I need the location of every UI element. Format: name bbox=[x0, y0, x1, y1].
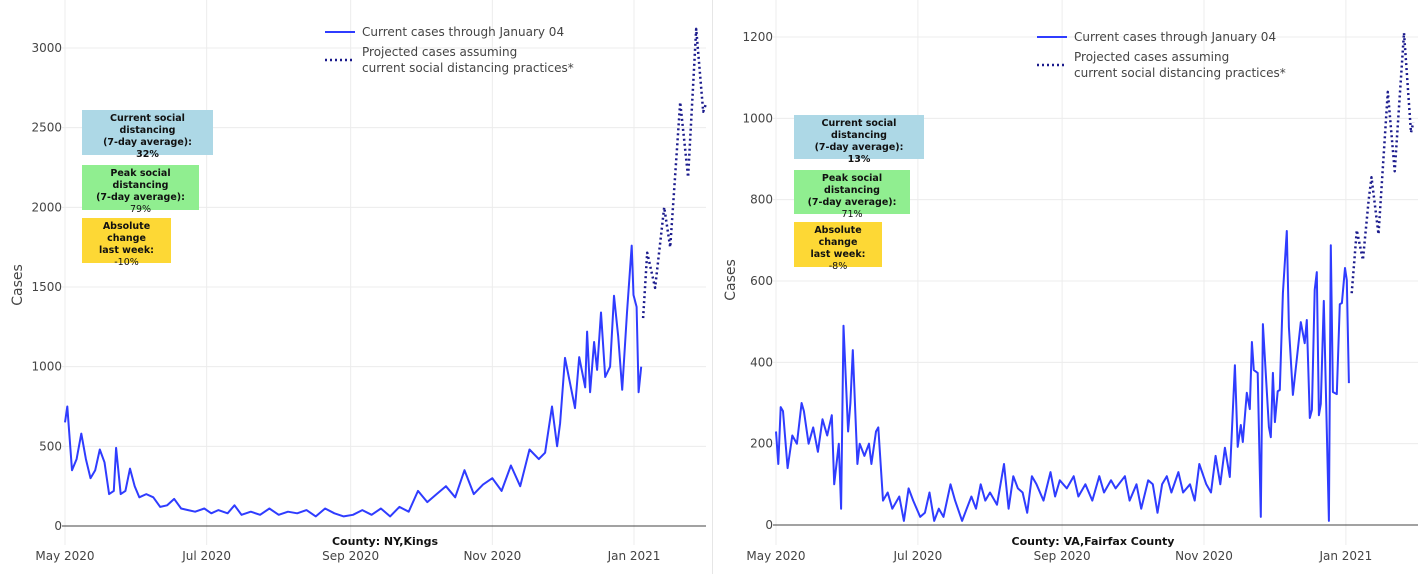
current-social-distancing-box: Current social distancing (7-day average… bbox=[794, 115, 924, 165]
box-title: Current social distancing bbox=[821, 118, 897, 141]
legend-projected-label-line2: current social distancing practices* bbox=[362, 61, 574, 75]
box-value: -8% bbox=[828, 261, 848, 272]
y-tick-label: 600 bbox=[750, 274, 773, 288]
projected-cases-line bbox=[1350, 31, 1415, 294]
box-subtitle: last week: bbox=[99, 245, 154, 256]
x-tick-label: May 2020 bbox=[35, 549, 94, 563]
y-tick-label: 0 bbox=[54, 519, 62, 533]
y-tick-label: 0 bbox=[765, 518, 773, 532]
x-tick-label: Sep 2020 bbox=[1034, 549, 1091, 563]
y-tick-label: 400 bbox=[750, 355, 773, 369]
x-tick-label: Jul 2020 bbox=[892, 549, 942, 563]
box-value: 32% bbox=[136, 149, 159, 160]
current-social-distancing-box: Current social distancing (7-day average… bbox=[82, 110, 213, 160]
box-value: 13% bbox=[847, 154, 871, 165]
county-label: County: VA,Fairfax County bbox=[1012, 535, 1175, 548]
legend-projected-label-line1: Projected cases assuming bbox=[362, 45, 517, 59]
county-label: County: NY,Kings bbox=[332, 535, 438, 548]
y-tick-label: 200 bbox=[750, 437, 773, 451]
box-value: 71% bbox=[841, 209, 863, 220]
y-tick-label: 1500 bbox=[31, 280, 62, 294]
x-tick-label: May 2020 bbox=[746, 549, 805, 563]
panel-divider bbox=[712, 0, 713, 574]
current-cases-line bbox=[775, 230, 1350, 522]
box-title: Peak social distancing bbox=[821, 173, 883, 196]
y-axis-label: Cases bbox=[723, 259, 739, 301]
legend-current-label: Current cases through January 04 bbox=[1074, 30, 1276, 44]
box-title: Peak social distancing bbox=[110, 168, 171, 191]
box-title: Current social distancing bbox=[110, 113, 185, 136]
legend-projected-label-line1: Projected cases assuming bbox=[1074, 50, 1229, 64]
y-tick-label: 1200 bbox=[742, 30, 773, 44]
box-subtitle: (7-day average): bbox=[103, 137, 192, 148]
x-tick-label: Nov 2020 bbox=[1175, 549, 1233, 563]
y-tick-label: 1000 bbox=[742, 111, 773, 125]
box-subtitle: (7-day average): bbox=[96, 192, 185, 203]
box-title: Absolute change bbox=[814, 225, 862, 248]
x-tick-label: Jul 2020 bbox=[181, 549, 231, 563]
legend-projected-label-line2: current social distancing practices* bbox=[1074, 66, 1286, 80]
box-subtitle: last week: bbox=[810, 249, 866, 260]
y-tick-label: 3000 bbox=[31, 41, 62, 55]
y-tick-label: 2000 bbox=[31, 200, 62, 214]
legend-current-label: Current cases through January 04 bbox=[362, 25, 564, 39]
x-tick-label: Sep 2020 bbox=[322, 549, 379, 563]
peak-social-distancing-box: Peak social distancing (7-day average): … bbox=[794, 170, 910, 220]
box-subtitle: (7-day average): bbox=[814, 142, 904, 153]
y-tick-label: 800 bbox=[750, 193, 773, 207]
y-axis-label: Cases bbox=[10, 264, 26, 306]
absolute-change-box: Absolute change last week: -10% bbox=[82, 218, 171, 268]
x-tick-label: Nov 2020 bbox=[463, 549, 521, 563]
peak-social-distancing-box: Peak social distancing (7-day average): … bbox=[82, 165, 199, 215]
x-tick-label: Jan 2021 bbox=[1318, 549, 1372, 563]
y-tick-label: 500 bbox=[39, 439, 62, 453]
y-tick-label: 1000 bbox=[31, 360, 62, 374]
current-cases-line bbox=[64, 244, 643, 518]
x-tick-label: Jan 2021 bbox=[607, 549, 661, 563]
absolute-change-box: Absolute change last week: -8% bbox=[794, 222, 882, 272]
box-value: 79% bbox=[129, 204, 152, 215]
projected-cases-line bbox=[641, 27, 708, 319]
y-tick-label: 2500 bbox=[31, 121, 62, 135]
box-value: -10% bbox=[114, 257, 139, 268]
box-subtitle: (7-day average): bbox=[807, 197, 897, 208]
box-title: Absolute change bbox=[102, 221, 151, 244]
